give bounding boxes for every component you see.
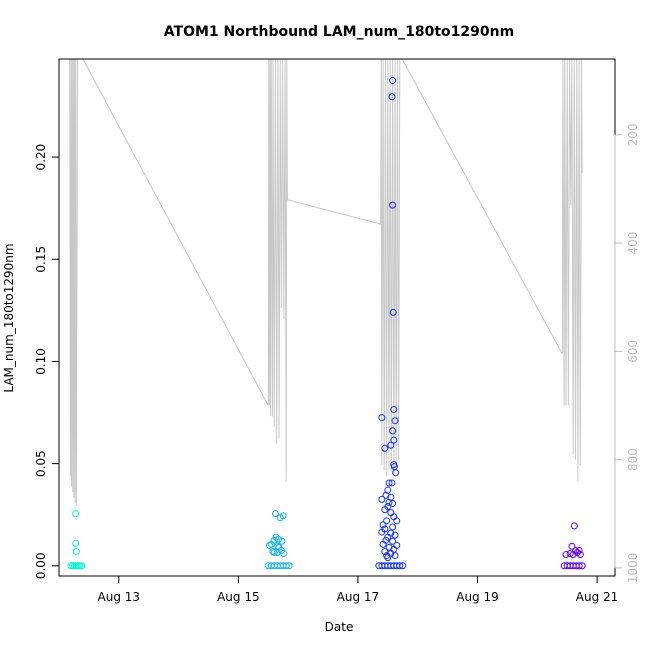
- data-point: [383, 517, 391, 525]
- data-point: [389, 427, 397, 435]
- data-point: [72, 539, 80, 547]
- x-tick-label: Aug 15: [217, 590, 260, 604]
- secondary-series-line: [69, 59, 583, 506]
- y-axis: 0.00 0.05 0.10 0.15 0.20: [34, 144, 59, 579]
- y2-tick-label: 1000: [626, 553, 640, 584]
- data-point: [279, 512, 287, 520]
- data-point: [280, 550, 288, 558]
- data-point: [385, 479, 393, 487]
- data-point: [399, 562, 407, 570]
- x-axis: Aug 13 Aug 15 Aug 17 Aug 19 Aug 21: [98, 575, 619, 604]
- data-point: [378, 495, 386, 503]
- scatter-points-layer: [67, 76, 586, 570]
- data-point: [379, 521, 387, 529]
- data-point: [378, 528, 386, 536]
- data-point: [389, 537, 397, 545]
- y-tick-label: 0.15: [34, 246, 48, 273]
- data-point: [78, 562, 86, 570]
- data-point: [389, 499, 397, 507]
- secondary-series-layer: [69, 59, 583, 506]
- y-axis-title: LAM_num_180to1290nm: [2, 243, 16, 392]
- data-point: [381, 547, 389, 555]
- data-point: [379, 540, 387, 548]
- data-point: [270, 549, 278, 556]
- data-point: [389, 201, 397, 209]
- data-point: [392, 469, 400, 477]
- data-point: [389, 308, 397, 316]
- y-tick-label: 0.00: [34, 552, 48, 579]
- data-point: [569, 551, 577, 559]
- y2-tick-label: 400: [626, 232, 640, 255]
- data-point: [396, 562, 404, 570]
- data-point: [270, 536, 278, 544]
- y-tick-label: 0.10: [34, 348, 48, 375]
- data-point: [72, 510, 80, 518]
- data-point: [388, 479, 396, 487]
- data-point: [282, 562, 290, 570]
- data-point: [578, 562, 586, 570]
- x-tick-label: Aug 13: [98, 590, 141, 604]
- chart-title: ATOM1 Northbound LAM_num_180to1290nm: [164, 24, 514, 40]
- data-point: [274, 542, 282, 550]
- data-point: [381, 444, 389, 452]
- data-point: [389, 523, 397, 531]
- data-point: [568, 542, 576, 550]
- data-point: [562, 551, 570, 559]
- x-tick-label: Aug 17: [337, 590, 380, 604]
- data-point: [278, 537, 286, 545]
- data-point: [285, 562, 293, 570]
- data-point: [388, 93, 396, 101]
- data-point: [570, 522, 578, 530]
- data-point: [391, 531, 399, 539]
- y-tick-label: 0.05: [34, 450, 48, 477]
- data-point: [390, 436, 398, 444]
- data-point: [384, 554, 392, 562]
- data-point: [269, 547, 277, 555]
- data-point: [390, 405, 398, 413]
- data-point: [381, 506, 389, 514]
- data-point: [72, 547, 80, 555]
- data-point: [391, 552, 399, 560]
- y-tick-label: 0.20: [34, 144, 48, 171]
- y2-tick-label: 800: [626, 448, 640, 471]
- data-point: [274, 535, 282, 543]
- x-tick-label: Aug 21: [576, 590, 619, 604]
- data-point: [271, 510, 279, 518]
- data-point: [575, 546, 583, 554]
- y2-tick-label: 200: [626, 123, 640, 146]
- data-point: [575, 562, 583, 570]
- data-point: [385, 498, 393, 506]
- data-point: [387, 441, 395, 449]
- data-point: [391, 417, 399, 425]
- data-point: [393, 517, 401, 525]
- x-axis-title: Date: [325, 620, 354, 634]
- data-point: [576, 551, 584, 559]
- y2-axis: 200 400 600 800 1000: [614, 123, 640, 584]
- data-point: [566, 550, 574, 558]
- data-point: [389, 76, 397, 84]
- y2-tick-label: 600: [626, 340, 640, 363]
- x-tick-label: Aug 19: [456, 590, 499, 604]
- data-point: [378, 414, 386, 422]
